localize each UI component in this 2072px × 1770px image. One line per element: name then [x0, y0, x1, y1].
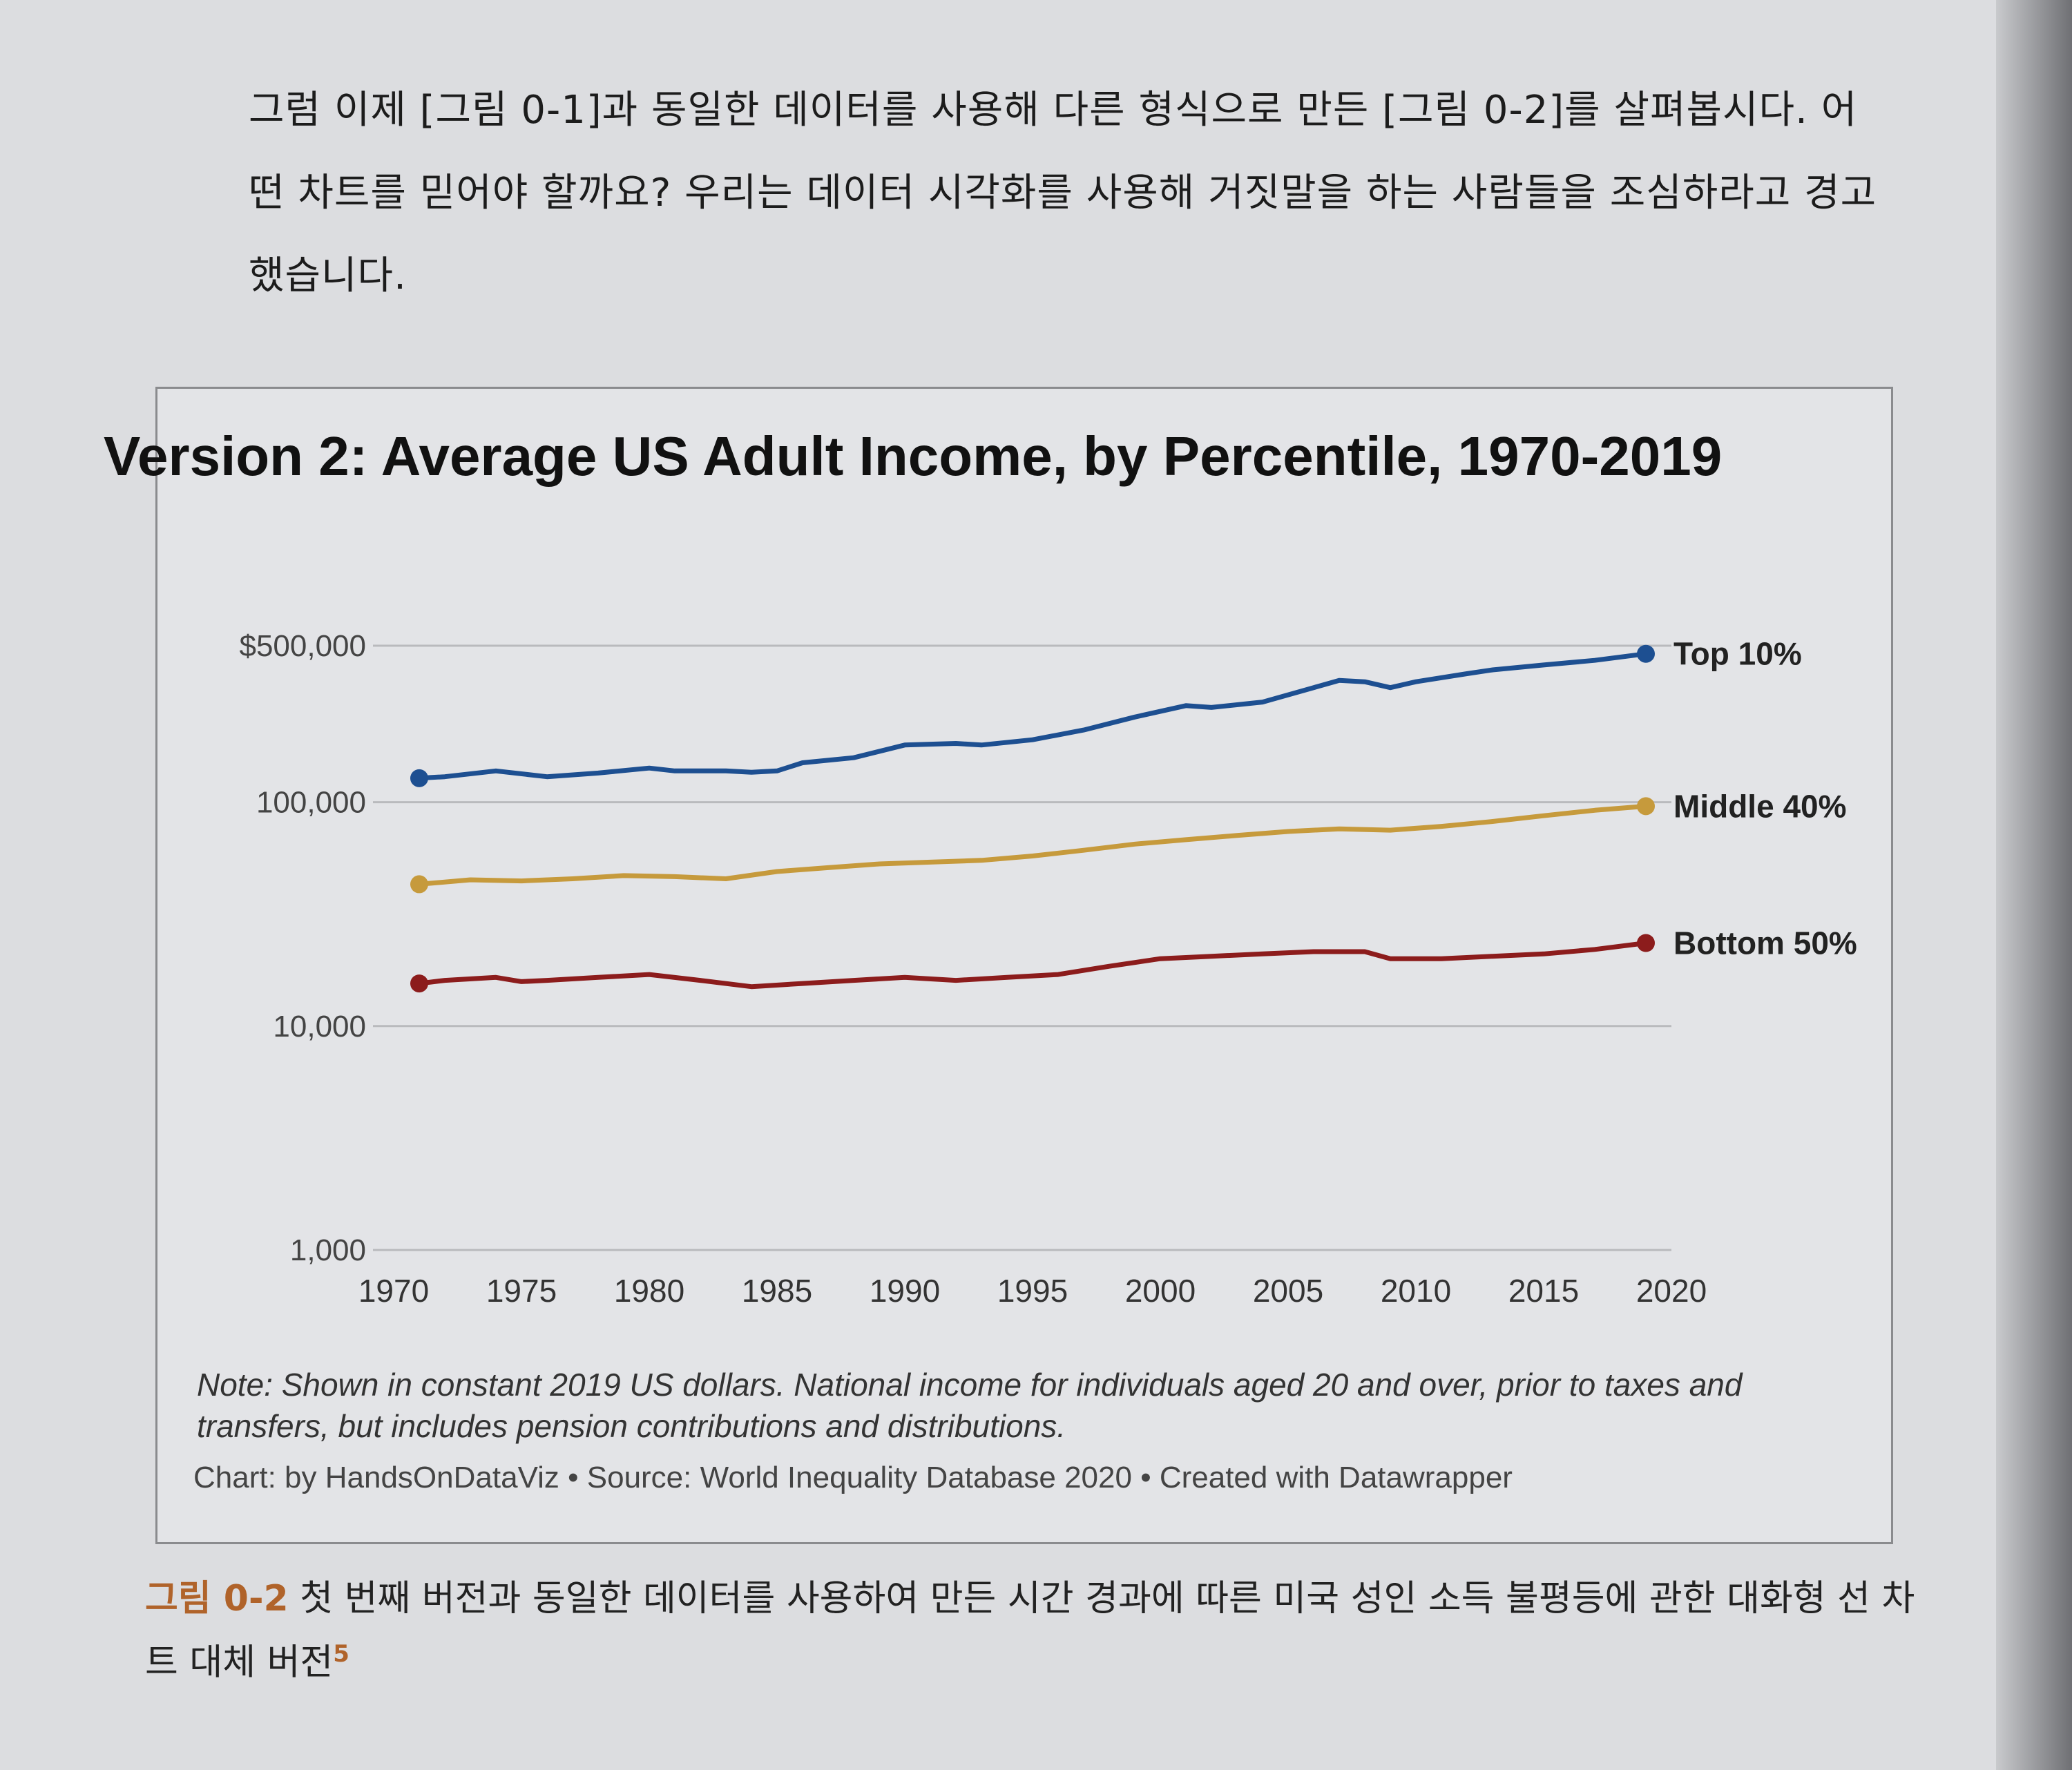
series-layer: [410, 644, 1655, 993]
x-tick-label: 1980: [614, 1273, 684, 1309]
figure-caption: 그림 0-2 첫 번째 버전과 동일한 데이터를 사용하여 만든 시간 경과에 …: [145, 1571, 1927, 1690]
series-start-dot-0: [410, 769, 428, 787]
x-tick-label: 2000: [1125, 1273, 1196, 1309]
x-tick-label: 2015: [1508, 1273, 1579, 1309]
y-tick-label: $500,000: [239, 629, 366, 663]
x-tick-label: 2010: [1381, 1273, 1451, 1309]
x-tick-label: 2020: [1636, 1273, 1707, 1309]
series-label-2: Bottom 50%: [1673, 925, 1857, 961]
x-tick-label: 1975: [486, 1273, 557, 1309]
figure-label: 그림 0-2: [145, 1578, 289, 1619]
series-start-dot-2: [410, 974, 428, 993]
body-paragraph: 그럼 이제 [그림 0-1]과 동일한 데이터를 사용해 다른 형식으로 만든 …: [249, 88, 1877, 298]
y-tick-label: 1,000: [290, 1233, 366, 1267]
x-axis-ticks: 1970 1975 1980 1985 1990 1995 2000 2005 2010 2015…: [358, 1273, 1707, 1309]
x-tick-label: 1995: [997, 1273, 1068, 1309]
x-tick-label: 2005: [1253, 1273, 1323, 1309]
series-end-dot-2: [1637, 934, 1655, 952]
y-axis-ticks: 1,000 10,000 100,000 $500,000: [239, 629, 366, 1267]
series-labels: Top 10% Middle 40% Bottom 50%: [1673, 636, 1857, 961]
series-label-1: Middle 40%: [1673, 788, 1847, 824]
chart-title: Version 2: Average US Adult Income, by P…: [104, 425, 1723, 487]
footnote-marker: 5: [333, 1640, 349, 1668]
x-tick-label: 1985: [742, 1273, 812, 1309]
y-tick-label: 100,000: [256, 786, 366, 820]
chart-note: Note: Shown in constant 2019 US dollars.…: [197, 1367, 1743, 1444]
x-tick-label: 1990: [870, 1273, 940, 1309]
series-start-dot-1: [410, 875, 428, 894]
series-end-dot-1: [1637, 797, 1655, 816]
caption-text: 첫 번째 버전과 동일한 데이터를 사용하여 만든 시간 경과에 따른 미국 성…: [145, 1578, 1915, 1684]
series-line-0: [416, 651, 1649, 781]
y-tick-label: 10,000: [273, 1010, 366, 1043]
series-line-2: [416, 941, 1649, 990]
grid-layer: [373, 644, 1671, 1251]
series-label-0: Top 10%: [1673, 636, 1802, 672]
chart-credit: Chart: by HandsOnDataViz • Source: World…: [193, 1461, 1513, 1494]
chart-frame: [155, 387, 1893, 1544]
page-edge-shadow: [1996, 0, 2072, 1770]
series-line-1: [416, 803, 1649, 887]
x-tick-label: 1970: [358, 1273, 429, 1309]
series-end-dot-0: [1637, 644, 1655, 663]
